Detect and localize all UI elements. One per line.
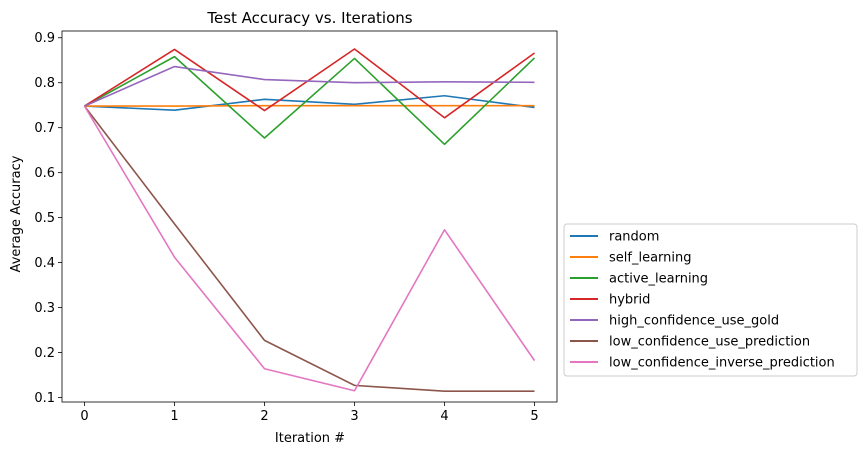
y-axis-label: Average Accuracy: [9, 155, 24, 272]
y-tick-label: 0.2: [34, 346, 55, 361]
legend-label: low_confidence_use_prediction: [609, 335, 810, 350]
series-line-low-confidence-inverse-prediction: [83, 105, 536, 392]
legend-label: low_confidence_inverse_prediction: [609, 356, 835, 371]
y-tick-label: 0.5: [34, 211, 55, 226]
series-line-high-confidence-use-gold: [84, 65, 535, 107]
legend-label: high_confidence_use_gold: [609, 314, 779, 329]
axes-frame: [61, 30, 558, 403]
legend-label: self_learning: [609, 251, 692, 266]
y-tick-label: 0.1: [34, 391, 55, 406]
x-tick-label: 1: [170, 409, 178, 424]
y-tick-label: 0.4: [34, 256, 55, 271]
y-tick-label: 0.9: [34, 31, 55, 46]
y-tick-label: 0.6: [34, 166, 55, 181]
y-tick-label: 0.8: [34, 76, 55, 91]
legend-label: hybrid: [609, 293, 650, 308]
x-tick-label: 0: [80, 409, 88, 424]
y-tick-label: 0.7: [34, 121, 55, 136]
legend-box: [563, 223, 858, 377]
x-tick-label: 2: [260, 409, 268, 424]
series-line-random: [84, 94, 535, 111]
x-tick-label: 5: [530, 409, 538, 424]
series-line-active-learning: [84, 55, 536, 146]
legend-label: random: [609, 230, 659, 245]
series-line-low-confidence-use-prediction: [83, 105, 535, 393]
plot-area: 0 1 2 3 4 5 0.1 0.2 0.3 0.4 0.5 0.6 0.7 0.8 0.9: [34, 30, 558, 424]
legend: random self_learning active_learninghybrid…: [563, 223, 858, 377]
x-axis-label: Iteration #: [275, 431, 345, 446]
y-tick-label: 0.3: [34, 301, 55, 316]
legend-label: active_learning: [609, 272, 708, 287]
x-tick-label: 3: [350, 409, 358, 424]
x-tick-label: 4: [440, 409, 448, 424]
series-line-hybrid: [84, 48, 535, 119]
chart-title: Test Accuracy vs. Iterations: [206, 9, 412, 27]
